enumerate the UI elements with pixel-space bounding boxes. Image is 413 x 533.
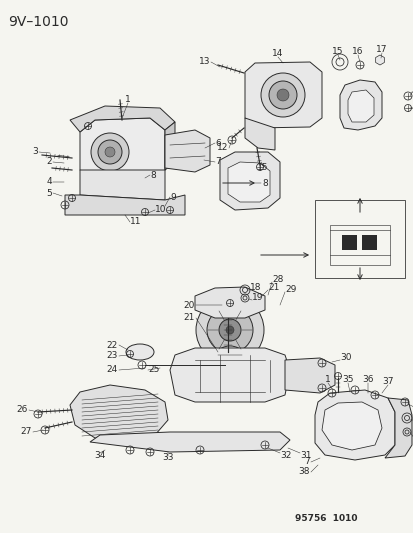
Polygon shape [244,118,274,150]
Polygon shape [70,106,175,132]
Ellipse shape [276,89,288,101]
Text: 9: 9 [170,192,176,201]
Ellipse shape [206,307,252,353]
Text: 24: 24 [107,366,118,375]
Text: 29: 29 [284,286,296,295]
Polygon shape [80,170,165,200]
Text: 3: 3 [32,148,38,157]
Text: 17: 17 [375,45,387,54]
Text: 30: 30 [339,353,351,362]
Ellipse shape [105,147,115,157]
Text: 12: 12 [216,143,228,152]
Text: 34: 34 [94,450,105,459]
Text: 4: 4 [46,177,52,187]
Polygon shape [165,130,209,172]
Polygon shape [384,398,411,458]
Bar [341,235,356,250]
Text: 27: 27 [21,427,32,437]
Text: 8: 8 [150,171,155,180]
Polygon shape [219,152,279,210]
Text: 95756  1010: 95756 1010 [294,514,357,523]
Text: 28: 28 [271,276,282,285]
Text: 41: 41 [411,87,413,96]
Text: 23: 23 [107,351,118,360]
Ellipse shape [216,346,242,364]
Ellipse shape [91,133,129,171]
Polygon shape [347,90,373,122]
Text: 10: 10 [154,206,166,214]
Polygon shape [339,80,381,130]
Polygon shape [244,62,321,128]
Ellipse shape [268,81,296,109]
Polygon shape [284,358,334,393]
Polygon shape [170,348,289,402]
Text: 37: 37 [381,377,393,386]
Polygon shape [90,432,289,452]
Polygon shape [65,195,185,215]
Text: 6: 6 [214,139,220,148]
Text: 15: 15 [332,47,343,56]
Text: 2: 2 [46,157,52,166]
Ellipse shape [225,326,233,334]
Polygon shape [228,162,269,202]
Text: 19: 19 [252,294,263,303]
Ellipse shape [195,296,263,364]
Ellipse shape [98,140,122,164]
Text: 1: 1 [324,376,330,384]
Text: 35: 35 [342,376,353,384]
Polygon shape [70,385,168,442]
Text: 26: 26 [17,406,28,415]
Polygon shape [314,390,394,460]
Ellipse shape [260,73,304,117]
Polygon shape [165,122,175,170]
Bar [361,235,376,250]
Text: 16: 16 [351,47,363,56]
Text: 33: 33 [162,454,173,463]
Text: 8: 8 [261,179,267,188]
Text: 31: 31 [299,450,311,459]
Text: 38: 38 [298,467,309,477]
Text: 5: 5 [46,189,52,198]
Polygon shape [80,118,165,182]
Polygon shape [375,55,383,65]
Text: 21: 21 [267,284,279,293]
Text: 18: 18 [249,284,261,293]
Polygon shape [195,287,264,318]
Text: 7: 7 [214,157,220,166]
Text: 7: 7 [304,457,309,466]
Text: 32: 32 [279,450,291,459]
Ellipse shape [218,319,240,341]
Text: 21: 21 [183,313,195,322]
Text: 20: 20 [183,301,195,310]
Text: 13: 13 [198,58,209,67]
Text: 15: 15 [256,164,268,173]
Text: 22: 22 [107,341,118,350]
Text: 36: 36 [361,376,373,384]
Polygon shape [321,402,381,450]
Text: 14: 14 [272,50,283,59]
Text: 9V–1010: 9V–1010 [8,15,68,29]
Text: 11: 11 [130,217,141,227]
Ellipse shape [126,344,154,360]
Text: 1: 1 [125,95,131,104]
Text: 42: 42 [411,103,413,112]
Text: 25: 25 [147,366,159,375]
